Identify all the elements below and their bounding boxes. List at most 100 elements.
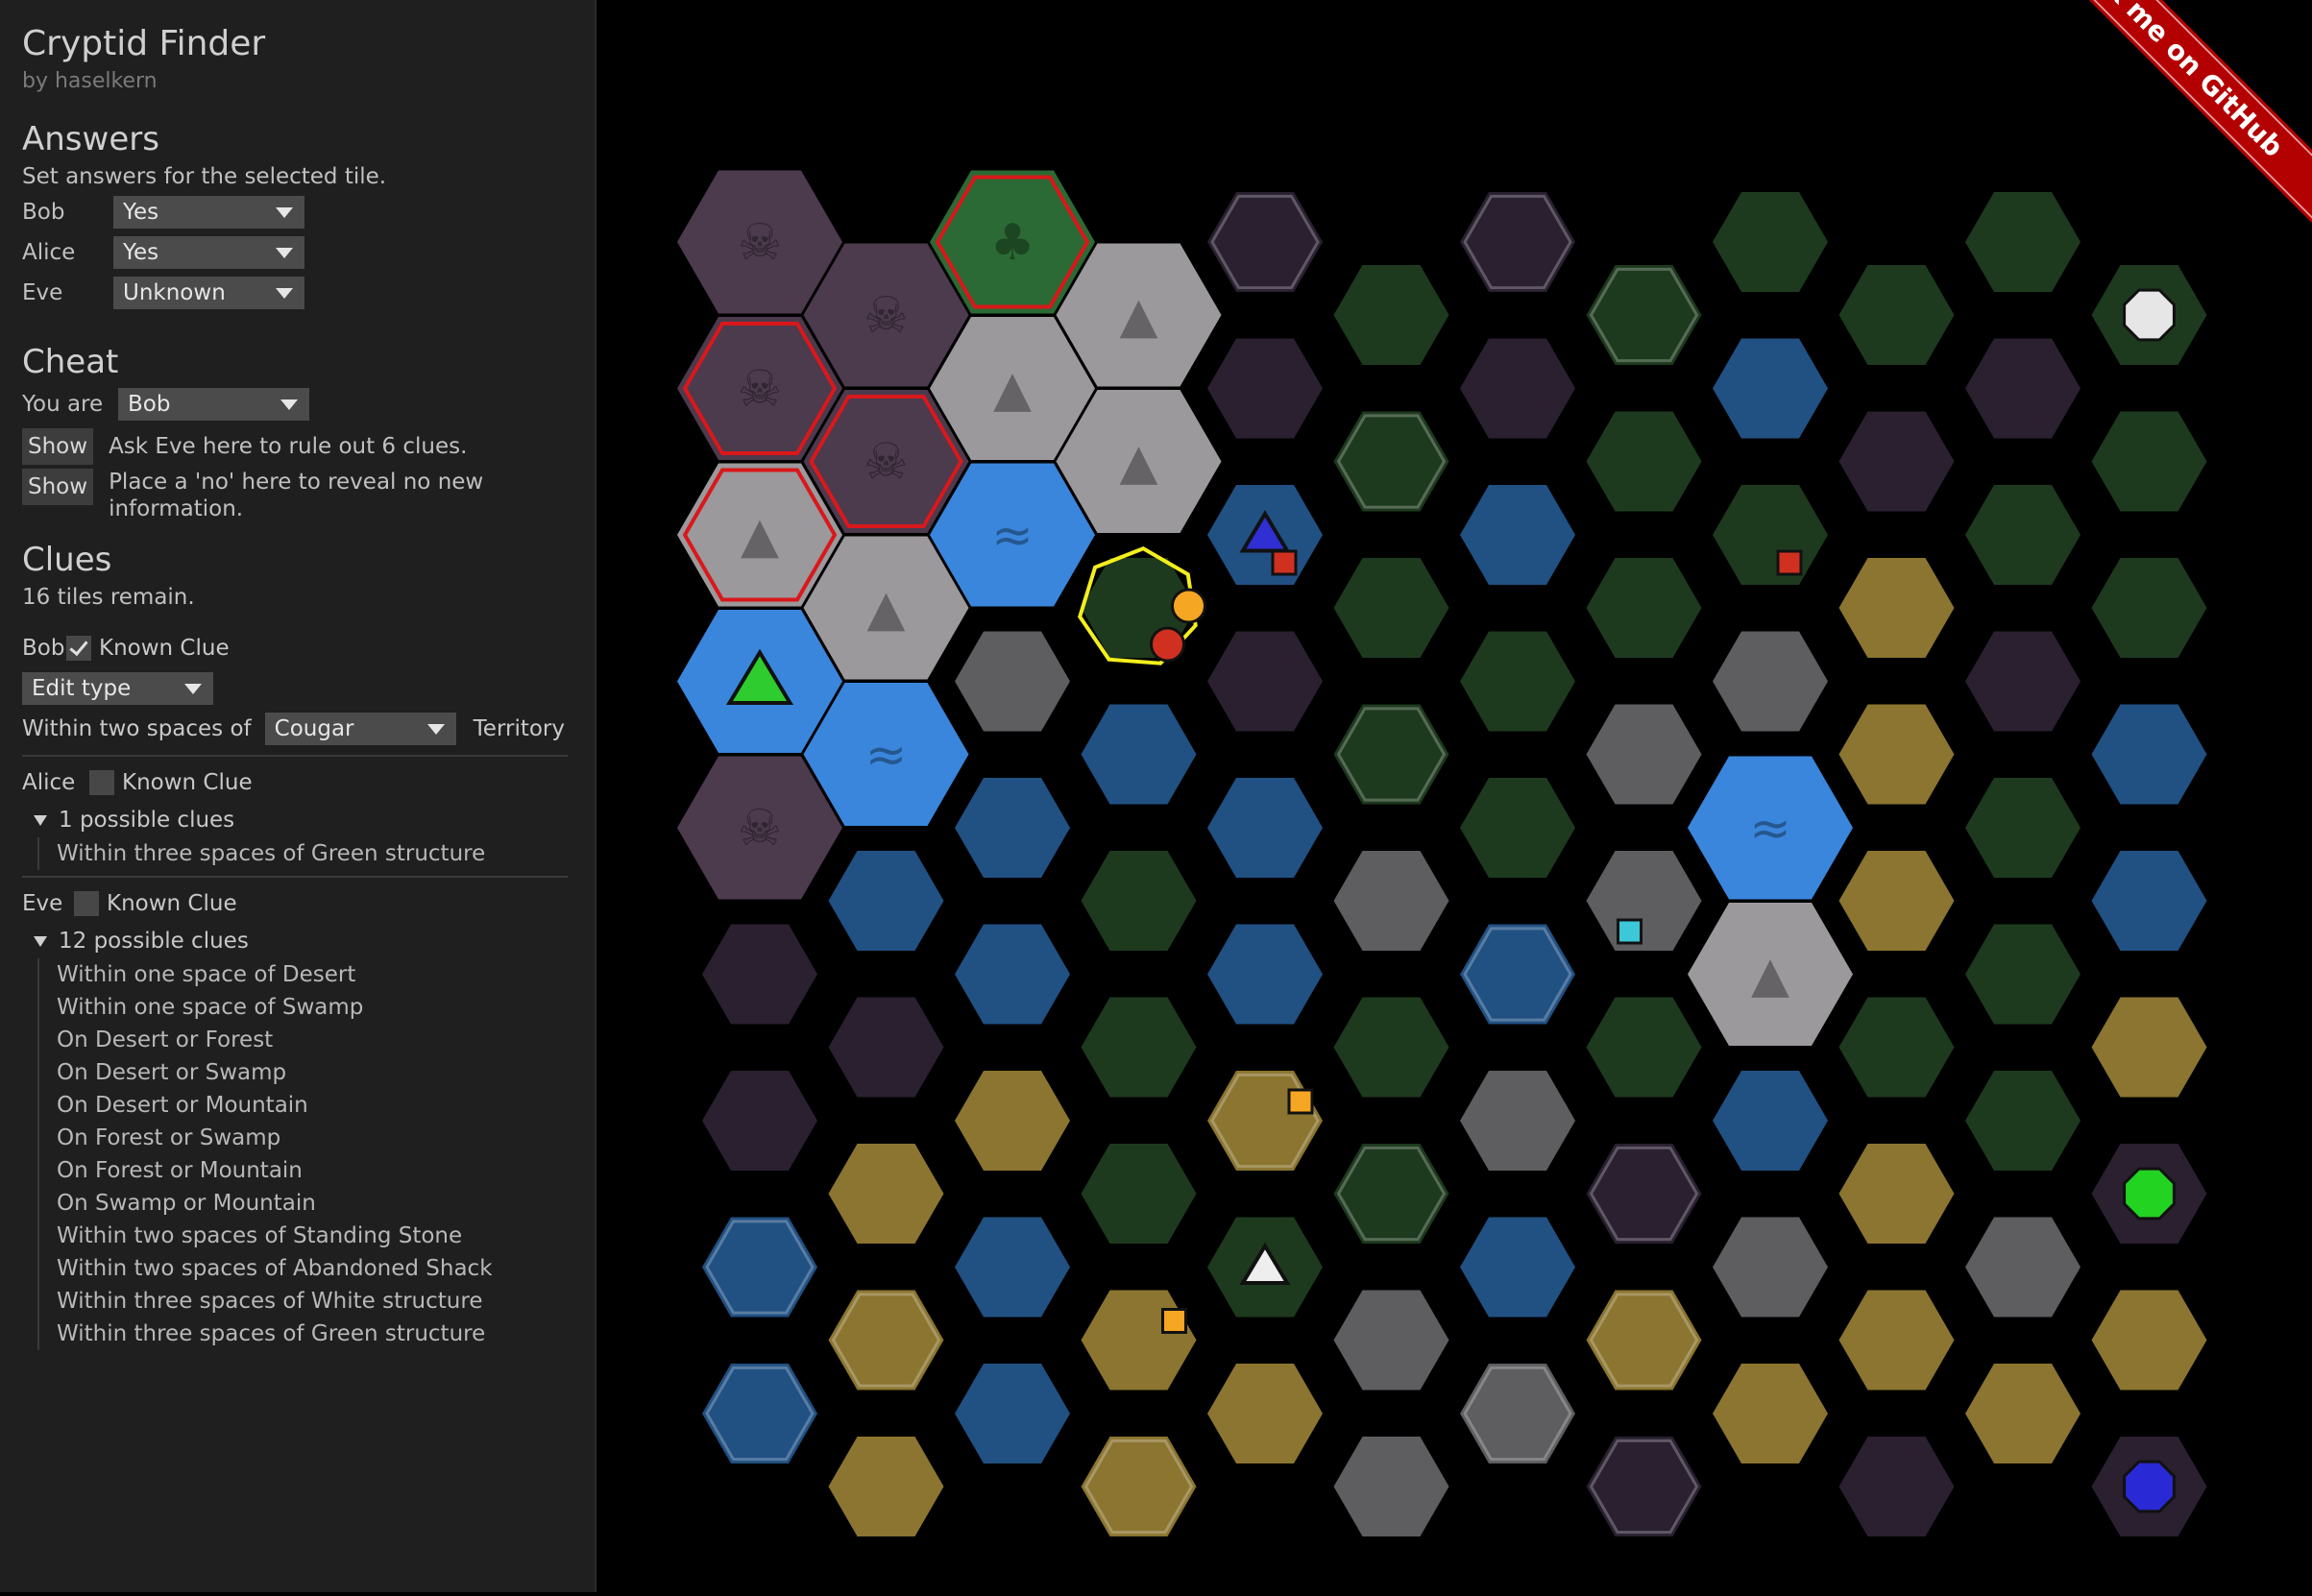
expand-triangle-icon	[34, 935, 47, 947]
hex-tile	[1965, 778, 2081, 878]
cheat-text-2-line1: Place a 'no' here to reveal no new	[109, 470, 484, 495]
selected-tile-ring	[1078, 545, 1198, 665]
skull-icon: ☠	[738, 800, 783, 858]
hex-tile	[1713, 485, 1828, 585]
skull-icon: ☠	[738, 361, 783, 419]
known-clue-checkbox[interactable]	[66, 636, 91, 661]
edit-type-row: Edit type	[22, 668, 572, 709]
alice-clue-list: Within three spaces of Green structure	[37, 837, 572, 870]
red-player-token	[1150, 626, 1185, 663]
tile-outline	[1463, 927, 1572, 1022]
hex-tile	[1586, 1290, 1702, 1390]
answers-desc: Set answers for the selected tile.	[22, 164, 387, 189]
hex-tile	[1838, 851, 1955, 951]
tile-red-border	[682, 468, 838, 602]
hex-tile	[1460, 338, 1575, 439]
hex-tile-highlighted	[1688, 756, 1853, 900]
you-are-select[interactable]: Bob	[118, 388, 309, 421]
hex-tile	[955, 1217, 1070, 1318]
alice-clue-row: Alice Known Clue	[22, 762, 572, 803]
list-item: On Forest or Mountain	[57, 1158, 303, 1183]
hex-tile	[1586, 851, 1702, 951]
hex-tile	[1838, 704, 1955, 805]
tile-outline	[831, 1293, 941, 1388]
hex-tile-highlighted	[1056, 390, 1222, 533]
hex-tile	[1838, 997, 1955, 1098]
clue-prefix: Within two spaces of	[22, 716, 252, 741]
you-are-label: You are	[22, 392, 104, 417]
mountain-icon: ▲	[867, 580, 906, 638]
eve-possible-label: 12 possible clues	[59, 929, 249, 954]
hex-tile	[1207, 192, 1323, 292]
hex-tile	[1838, 1290, 1955, 1390]
hex-tile	[702, 1364, 817, 1463]
known-clue-checkbox[interactable]	[74, 891, 99, 916]
tile-red-border	[682, 322, 838, 455]
hex-tile	[1965, 1364, 2081, 1463]
known-clue-label: Known Clue	[107, 891, 237, 916]
water-icon: ≈	[865, 727, 908, 785]
tile-outline	[1336, 414, 1447, 509]
green-standing-stone-icon	[725, 648, 794, 705]
list-item: Within three spaces of Green structure	[57, 1321, 486, 1346]
list-item: Within three spaces of White structure	[57, 1289, 483, 1314]
white-standing-stone-icon	[1239, 1242, 1291, 1285]
list-item: On Desert or Forest	[57, 1028, 274, 1052]
player-name: Bob	[22, 636, 65, 661]
mountain-icon: ▲	[741, 507, 779, 565]
clues-remain: 16 tiles remain.	[22, 585, 195, 610]
answer-select-bob[interactable]: Yes	[113, 196, 304, 229]
alice-possible-toggle[interactable]: 1 possible clues	[22, 803, 572, 837]
hex-tile	[1333, 997, 1449, 1098]
hex-tile	[1713, 192, 1828, 292]
cheat-text-2: Place a 'no' here to reveal no new infor…	[109, 469, 483, 522]
hex-tile	[955, 778, 1070, 878]
you-are-row: You are Bob	[22, 384, 572, 424]
tile-outline	[705, 1220, 815, 1315]
hex-tile	[1586, 265, 1702, 365]
hex-tile	[1965, 631, 2081, 732]
hex-tile	[1333, 704, 1449, 805]
hex-tile-highlighted	[1056, 243, 1222, 387]
app-subtitle: by haselkern	[22, 69, 158, 93]
hex-tile-highlighted	[1688, 903, 1853, 1046]
hex-tile	[1081, 1144, 1197, 1244]
answer-name: Bob	[22, 200, 65, 225]
known-clue-label: Known Clue	[99, 636, 230, 661]
answers-heading: Answers	[22, 120, 159, 158]
hex-tile	[955, 924, 1070, 1025]
tile-outline	[1083, 1439, 1194, 1535]
hex-tile	[1838, 411, 1955, 512]
hex-tile-highlighted	[677, 463, 842, 607]
known-clue-checkbox[interactable]	[89, 770, 114, 795]
hex-tile	[1713, 1071, 1828, 1171]
show-button[interactable]: Show	[22, 469, 94, 505]
edit-type-select[interactable]: Edit type	[22, 672, 213, 705]
hex-tile	[1965, 192, 2081, 292]
hex-tile	[2091, 1290, 2207, 1390]
list-item: On Desert or Swamp	[57, 1060, 287, 1085]
tile-outline	[1589, 1439, 1699, 1535]
eve-possible-toggle[interactable]: 12 possible clues	[22, 924, 572, 958]
hex-tile	[1081, 997, 1197, 1098]
hex-tile	[1838, 1437, 1955, 1536]
show-button[interactable]: Show	[22, 428, 94, 465]
orange-player-token	[1171, 588, 1206, 624]
hex-tile	[1838, 1144, 1955, 1244]
answer-select-alice[interactable]: Yes	[113, 236, 304, 269]
clue-target-select[interactable]: Cougar	[264, 713, 456, 745]
hex-tile	[1460, 631, 1575, 732]
answer-select-eve[interactable]: Unknown	[113, 277, 304, 309]
mountain-icon: ▲	[1120, 434, 1158, 492]
hex-tile	[1965, 485, 2081, 585]
hex-tile	[702, 1071, 817, 1171]
hex-tile	[1965, 924, 2081, 1025]
hex-tile	[828, 997, 944, 1098]
known-clue-label: Known Clue	[122, 770, 253, 795]
hex-tile-highlighted	[930, 317, 1095, 460]
hex-tile	[1586, 1144, 1702, 1244]
mountain-icon: ▲	[993, 361, 1032, 419]
hex-tile-highlighted	[803, 536, 969, 680]
water-icon: ≈	[1749, 800, 1791, 858]
list-item: Within two spaces of Standing Stone	[57, 1223, 463, 1248]
